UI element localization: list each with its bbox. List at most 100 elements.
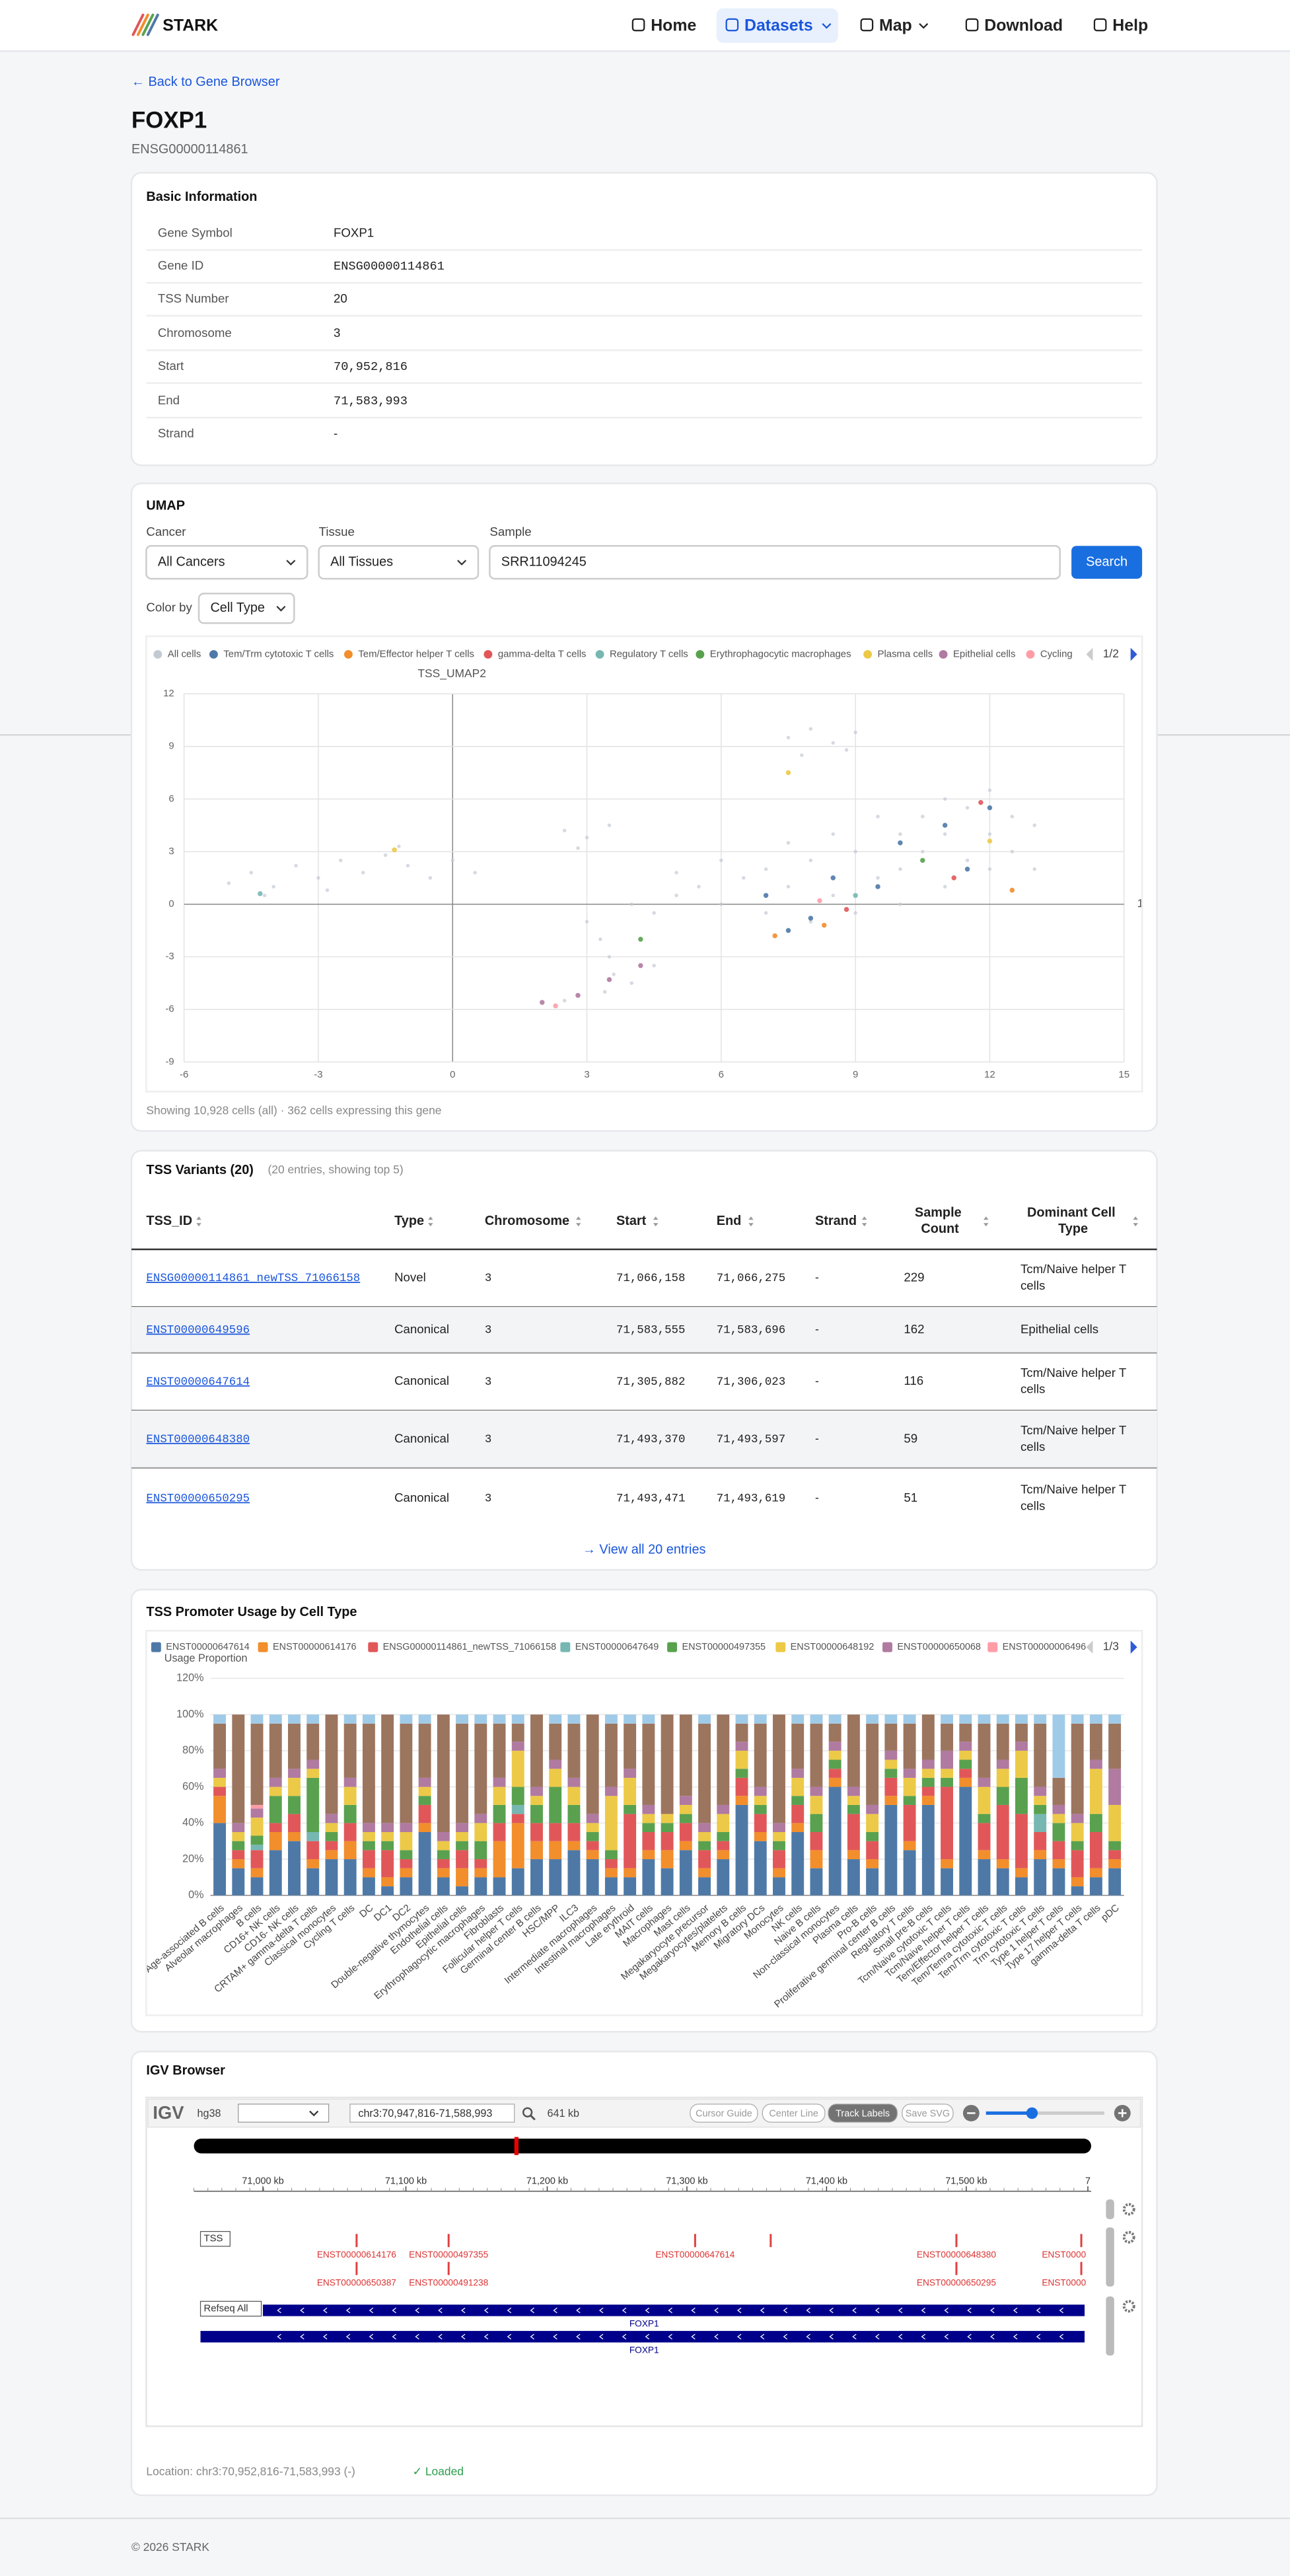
legend-label[interactable]: ENST00000497355 (682, 1642, 766, 1652)
y-tick-label: -6 (165, 1004, 174, 1015)
igv-button-label[interactable]: Cursor Guide (696, 2108, 752, 2119)
nav-item[interactable]: Home (651, 17, 696, 35)
sort-icon[interactable] (748, 1216, 754, 1227)
locus-input[interactable] (349, 2104, 515, 2123)
igv-button[interactable] (690, 2104, 758, 2123)
legend-label[interactable]: Regulatory T cells (610, 648, 688, 659)
zoom-knob[interactable] (1026, 2107, 1038, 2119)
select[interactable] (197, 593, 295, 624)
legend-label[interactable]: gamma-delta T cells (498, 648, 587, 659)
bar-segment (941, 1777, 953, 1787)
nav-item[interactable]: Datasets (744, 17, 813, 35)
bar-segment (306, 1769, 320, 1778)
text-input[interactable] (489, 544, 1061, 580)
nav-item[interactable]: Map (879, 17, 912, 35)
y-tick-label: -9 (165, 1056, 174, 1067)
track-gear[interactable] (1122, 2300, 1135, 2313)
bar-segment (754, 1723, 767, 1787)
legend-label[interactable]: ENST00000647649 (575, 1642, 659, 1652)
igv-button-label[interactable]: Center Line (769, 2108, 818, 2119)
scatter-point (629, 902, 634, 906)
search-button[interactable] (1071, 546, 1143, 579)
scatter-point (450, 858, 454, 862)
sort-icon[interactable] (653, 1216, 659, 1227)
igv-logo: IGV (153, 2102, 184, 2123)
strand-arrow (990, 2334, 995, 2340)
bar-segment (959, 1714, 972, 1724)
scatter-point (987, 832, 992, 836)
strand-arrow (829, 2307, 834, 2314)
view-all-link[interactable]: → View all 20 entries (583, 1543, 706, 1557)
sort-icon[interactable] (1133, 1216, 1138, 1227)
legend-prev[interactable] (1086, 647, 1093, 661)
igv-button-label[interactable]: Save SVG (906, 2108, 950, 2119)
strand-arrow (806, 2307, 810, 2314)
select[interactable] (145, 544, 308, 580)
y-tick-label: 120% (176, 1672, 203, 1684)
legend-label[interactable]: ENSG00000114861_newTSS_71066158 (383, 1642, 556, 1652)
legend-label[interactable]: ENST00000648192 (791, 1642, 875, 1652)
legend-label[interactable]: Tem/Effector helper T cells (358, 648, 474, 659)
legend-label[interactable]: Plasma cells (878, 648, 933, 659)
legend-label[interactable]: Erythrophagocytic macrophages (710, 648, 851, 659)
bar-segment (1052, 1868, 1065, 1895)
legend-label[interactable]: Tem/Trm cytotoxic T cells (223, 648, 334, 659)
tss-id-link[interactable]: ENST00000650295 (146, 1493, 250, 1506)
sort-icon[interactable] (984, 1216, 989, 1227)
strand-arrow (852, 2307, 857, 2314)
nav-item[interactable]: Help (1112, 17, 1148, 35)
sort-icon[interactable] (576, 1216, 581, 1227)
bar-segment (362, 1714, 375, 1724)
x-tick-label: 9 (853, 1069, 858, 1080)
sort-icon[interactable] (861, 1216, 867, 1227)
bar-segment (903, 1723, 916, 1769)
bar-segment (754, 1841, 767, 1895)
scatter-point (843, 906, 849, 912)
sort-icon[interactable] (428, 1216, 433, 1227)
igv-button[interactable] (902, 2104, 954, 2123)
search-label[interactable]: Search (1086, 554, 1128, 569)
legend-label[interactable]: ENST00000006496 (1003, 1642, 1087, 1652)
tss-id-link[interactable]: ENST00000647614 (146, 1376, 250, 1389)
legend-label[interactable]: ENST00000647614 (166, 1642, 250, 1652)
igv-button-label[interactable]: Track Labels (836, 2108, 890, 2119)
legend-prev[interactable] (1086, 1640, 1093, 1654)
igv-button[interactable] (762, 2104, 826, 2123)
tss-id-link[interactable]: ENST00000649596 (146, 1325, 250, 1337)
tss-id-link[interactable]: ENSG00000114861_newTSS_71066158 (146, 1272, 360, 1285)
select[interactable] (318, 544, 480, 580)
bar-segment (567, 1823, 581, 1841)
bar-segment (1034, 1796, 1047, 1805)
genome-select[interactable] (238, 2104, 330, 2123)
legend-label[interactable]: ENST00000614176 (273, 1642, 357, 1652)
legend-label[interactable]: Cycling (1040, 648, 1073, 659)
strand-arrow (645, 2307, 650, 2314)
scatter-point (965, 858, 970, 862)
scatter-point (406, 864, 410, 867)
tss-id-link[interactable]: ENST00000648380 (146, 1434, 250, 1446)
strand-arrow (898, 2334, 903, 2340)
track-gear[interactable] (1122, 2203, 1135, 2216)
bar-segment (586, 1814, 599, 1823)
bar-segment (530, 1823, 543, 1841)
bar-segment (530, 1786, 543, 1796)
search-icon[interactable] (522, 2107, 533, 2117)
sort-icon[interactable] (196, 1216, 201, 1227)
table-cell: 71,493,597 (717, 1434, 785, 1446)
legend-next[interactable] (1130, 647, 1137, 661)
bar-segment (828, 1714, 842, 1724)
igv-button[interactable] (828, 2104, 898, 2123)
bar-segment (604, 1859, 618, 1868)
legend-label[interactable]: All cells (168, 648, 201, 659)
bar-segment (567, 1723, 581, 1778)
table-cell: Novel (394, 1270, 426, 1284)
legend-label[interactable]: ENST00000650068 (897, 1642, 981, 1652)
legend-label[interactable]: Epithelial cells (953, 648, 1015, 659)
legend-next[interactable] (1130, 1640, 1137, 1654)
back-link[interactable]: ← Back to Gene Browser (131, 75, 280, 89)
bar-segment (381, 1841, 394, 1851)
nav-item[interactable]: Download (984, 17, 1063, 35)
bar-segment (1015, 1777, 1028, 1814)
track-gear[interactable] (1122, 2230, 1135, 2244)
strand-arrow (944, 2307, 949, 2314)
